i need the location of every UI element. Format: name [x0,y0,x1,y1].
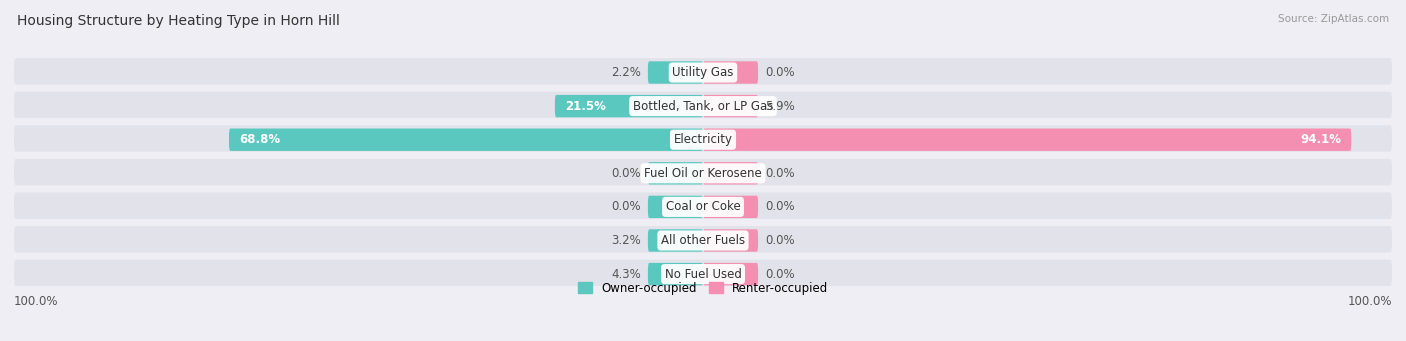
FancyBboxPatch shape [14,226,1392,252]
FancyBboxPatch shape [14,125,1392,152]
Text: 68.8%: 68.8% [239,133,280,146]
Text: 0.0%: 0.0% [765,167,794,180]
Legend: Owner-occupied, Renter-occupied: Owner-occupied, Renter-occupied [572,277,834,299]
FancyBboxPatch shape [14,159,1392,185]
FancyBboxPatch shape [229,129,703,151]
FancyBboxPatch shape [703,129,1351,151]
Text: Electricity: Electricity [673,133,733,146]
Text: 0.0%: 0.0% [765,234,794,247]
Text: 100.0%: 100.0% [1347,295,1392,308]
FancyBboxPatch shape [648,196,703,218]
Text: 94.1%: 94.1% [1301,133,1341,146]
FancyBboxPatch shape [648,229,703,252]
FancyBboxPatch shape [14,92,1392,118]
Text: No Fuel Used: No Fuel Used [665,268,741,281]
Text: Fuel Oil or Kerosene: Fuel Oil or Kerosene [644,167,762,180]
Text: 3.2%: 3.2% [612,234,641,247]
Text: 100.0%: 100.0% [14,295,59,308]
Text: Housing Structure by Heating Type in Horn Hill: Housing Structure by Heating Type in Hor… [17,14,340,28]
Text: Utility Gas: Utility Gas [672,66,734,79]
FancyBboxPatch shape [703,263,758,285]
Text: Source: ZipAtlas.com: Source: ZipAtlas.com [1278,14,1389,24]
FancyBboxPatch shape [703,162,758,184]
Text: 0.0%: 0.0% [612,167,641,180]
Text: 21.5%: 21.5% [565,100,606,113]
Text: All other Fuels: All other Fuels [661,234,745,247]
FancyBboxPatch shape [14,193,1392,219]
FancyBboxPatch shape [648,162,703,184]
Text: 5.9%: 5.9% [765,100,794,113]
FancyBboxPatch shape [703,196,758,218]
FancyBboxPatch shape [703,61,758,84]
FancyBboxPatch shape [555,95,703,117]
FancyBboxPatch shape [14,260,1392,286]
Text: 2.2%: 2.2% [612,66,641,79]
Text: 0.0%: 0.0% [765,66,794,79]
Text: 4.3%: 4.3% [612,268,641,281]
FancyBboxPatch shape [648,263,703,285]
FancyBboxPatch shape [648,61,703,84]
Text: 0.0%: 0.0% [765,201,794,213]
Text: Coal or Coke: Coal or Coke [665,201,741,213]
FancyBboxPatch shape [703,95,758,117]
Text: 0.0%: 0.0% [765,268,794,281]
FancyBboxPatch shape [14,58,1392,85]
Text: Bottled, Tank, or LP Gas: Bottled, Tank, or LP Gas [633,100,773,113]
FancyBboxPatch shape [703,229,758,252]
Text: 0.0%: 0.0% [612,201,641,213]
